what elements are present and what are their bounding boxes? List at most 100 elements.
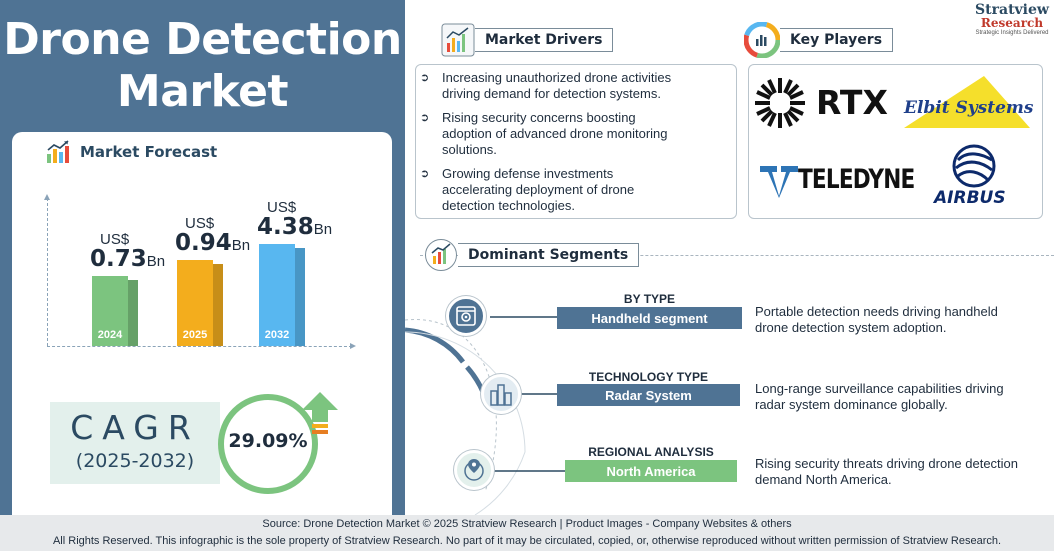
driver-line: Rising security concerns boosting [442, 110, 636, 125]
forecast-heading: Market Forecast [46, 140, 217, 164]
drivers-heading: Market Drivers [441, 23, 614, 57]
segment-regional-icon-wrap [454, 450, 494, 490]
footer: Source: Drone Detection Market © 2025 St… [0, 515, 1054, 551]
bar-unit: Bn [231, 237, 251, 254]
driver-line: solutions. [442, 142, 497, 157]
bar-number: 0.73 [90, 246, 147, 272]
stratview-brand: Stratview Research Strategic Insights De… [972, 2, 1052, 36]
brand-tagline: Strategic Insights Delivered [975, 30, 1049, 36]
title-line-2: Market [116, 66, 289, 117]
bar-year-label: 2025 [182, 329, 208, 341]
rtx-logo: RTX [752, 74, 897, 132]
segment-description-line: demand North America. [755, 472, 892, 487]
bar-value-label: US$ 0.94Bn [175, 216, 250, 255]
segment-value: Handheld segment [557, 307, 742, 329]
elbit-logo-text: Elbit Systems [904, 98, 1034, 118]
bar-side [128, 280, 138, 346]
bar-chart-icon [47, 140, 69, 163]
segment-category: BY TYPE [623, 292, 676, 306]
segment-description-line: Rising security threats driving drone de… [755, 456, 1019, 471]
driver-line: adoption of advanced drone monitoring [442, 126, 668, 141]
footer-source: Source: Drone Detection Market © 2025 St… [262, 518, 792, 530]
bar-number: 0.94 [175, 230, 232, 256]
growth-arrow-icon [302, 392, 338, 434]
cagr-ring [218, 394, 318, 494]
bar-number: 4.38 [257, 214, 314, 240]
growth-chart-icon [425, 239, 457, 271]
bar-year-label: 2032 [264, 329, 290, 341]
forecast-heading-label: Market Forecast [80, 143, 218, 161]
cagr-range: (2025-2032) [75, 450, 195, 472]
bar-side [295, 248, 305, 346]
globe-location-icon [464, 459, 484, 481]
analytics-icon [441, 23, 475, 57]
title-line-1: Drone Detection [3, 14, 402, 65]
cagr-label: CAGR [70, 408, 200, 447]
bar-side [213, 264, 223, 346]
arrow-right-icon: ➲ [420, 112, 430, 124]
device-gear-icon [456, 306, 476, 326]
driver-item: ➲ Rising security concerns boosting adop… [420, 110, 732, 158]
bar-value-label: US$ 4.38Bn [257, 200, 332, 239]
airbus-globe-icon [952, 144, 996, 188]
driver-item: ➲ Increasing unauthorized drone activiti… [420, 70, 732, 102]
driver-line: Growing defense investments [442, 166, 614, 181]
segment-description-line: radar system dominance globally. [755, 397, 948, 412]
teledyne-mark-icon [760, 166, 798, 198]
bar-unit: Bn [313, 221, 333, 238]
bar-value-label: US$ 0.73Bn [90, 232, 165, 271]
city-buildings-icon [490, 384, 512, 406]
elbit-logo: Elbit Systems [902, 74, 1034, 132]
segment-technology-icon-wrap [481, 374, 521, 414]
segment-description-line: drone detection system adoption. [755, 320, 947, 335]
segment-category: TECHNOLOGY TYPE [588, 370, 709, 384]
bar-currency: US$ [267, 199, 297, 216]
driver-item: ➲ Growing defense investments accelerati… [420, 166, 732, 214]
drivers-heading-label: Market Drivers [475, 28, 614, 52]
segment-category: REGIONAL ANALYSIS [588, 445, 714, 459]
chart-y-axis [44, 194, 50, 346]
bar-currency: US$ [185, 215, 215, 232]
bar-front [259, 244, 295, 346]
forecast-bar-2032: 2032 [259, 244, 305, 346]
segment-description: Long-range surveillance capabilities dri… [755, 381, 1004, 413]
segment-description: Portable detection needs driving handhel… [755, 304, 998, 336]
page-title: Drone Detection Market [0, 14, 405, 118]
brand-name: Stratview [975, 2, 1049, 18]
airbus-logo: AIRBUS [930, 142, 1020, 212]
bar-front [92, 276, 128, 346]
driver-line: detection technologies. [442, 198, 575, 213]
cagr-box [50, 402, 220, 484]
driver-line: accelerating deployment of drone [442, 182, 635, 197]
bar-unit: Bn [146, 253, 166, 270]
segment-value: Radar System [557, 384, 740, 406]
bar-year-label: 2024 [97, 329, 123, 341]
drivers-box [415, 64, 737, 219]
driver-line: driving demand for detection systems. [442, 86, 661, 101]
players-heading-label: Key Players [780, 28, 894, 52]
footer-rights: All Rights Reserved. This infographic is… [52, 535, 1002, 547]
teledyne-logo: TELEDYNE [760, 160, 915, 200]
teledyne-logo-text: TELEDYNE [798, 164, 915, 195]
rtx-logo-text: RTX [816, 83, 888, 122]
segment-connectors [490, 316, 565, 472]
segment-value: North America [565, 460, 737, 482]
chart-x-axis [47, 343, 356, 349]
brand-research: Research [980, 16, 1044, 30]
forecast-bar-2024: 2024 [92, 276, 138, 346]
forecast-bar-2025: 2025 [177, 260, 223, 346]
cagr-value: 29.09% [228, 430, 308, 452]
segment-description-line: Long-range surveillance capabilities dri… [755, 381, 1004, 396]
segments-divider [420, 255, 1054, 256]
segment-type-icon-wrap [446, 296, 486, 336]
bar-front [177, 260, 213, 346]
segments-heading: Dominant Segments [424, 238, 640, 272]
elbit-triangle-icon [904, 76, 1030, 128]
pie-chart-icon [744, 22, 780, 58]
driver-line: Increasing unauthorized drone activities [442, 70, 672, 85]
segment-description: Rising security threats driving drone de… [755, 456, 1018, 488]
players-box [748, 64, 1043, 219]
arrow-right-icon: ➲ [420, 168, 430, 180]
segments-heading-label: Dominant Segments [458, 243, 640, 267]
segment-description-line: Portable detection needs driving handhel… [755, 304, 998, 319]
